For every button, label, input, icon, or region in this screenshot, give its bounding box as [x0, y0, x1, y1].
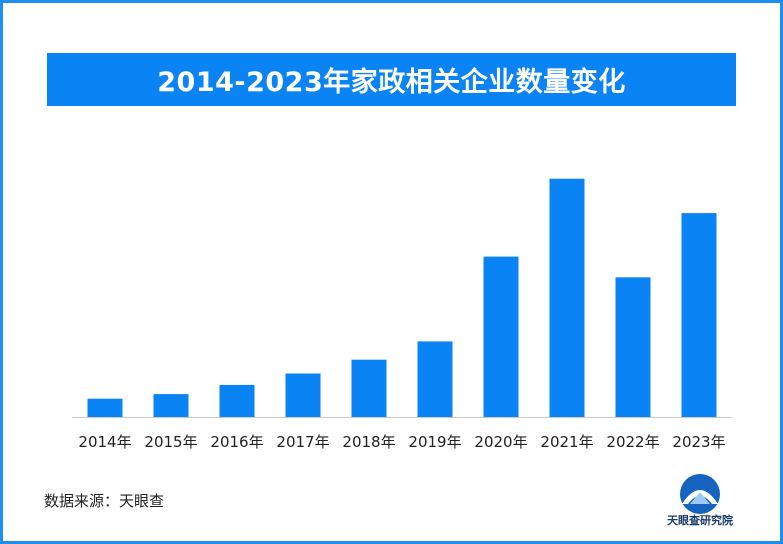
- x-tick-label: 2018年: [342, 433, 395, 451]
- bar: [87, 398, 123, 417]
- x-tick-label: 2015年: [144, 433, 197, 451]
- chart-title: 2014-2023年家政相关企业数量变化: [157, 67, 626, 98]
- bar: [549, 178, 585, 417]
- tianyancha-logo-icon: [680, 474, 720, 514]
- data-source: 数据来源：天眼查: [44, 492, 165, 510]
- x-tick-label: 2017年: [276, 433, 329, 451]
- x-tick-label: 2023年: [672, 433, 725, 451]
- x-tick-label: 2016年: [210, 433, 263, 451]
- bar: [417, 341, 453, 417]
- x-tick-label: 2020年: [474, 433, 527, 451]
- bar: [285, 373, 321, 417]
- logo-label: 天眼查研究院: [667, 514, 733, 527]
- bar: [219, 384, 255, 417]
- x-tick-label: 2022年: [606, 433, 659, 451]
- bar: [483, 256, 519, 417]
- bar: [351, 359, 387, 417]
- x-tick-label: 2019年: [408, 433, 461, 451]
- title-banner: 2014-2023年家政相关企业数量变化: [47, 53, 736, 106]
- x-tick-label: 2021年: [540, 433, 593, 451]
- bar: [615, 277, 651, 417]
- bar: [681, 213, 717, 417]
- bar: [153, 394, 189, 417]
- x-tick-label: 2014年: [78, 433, 131, 451]
